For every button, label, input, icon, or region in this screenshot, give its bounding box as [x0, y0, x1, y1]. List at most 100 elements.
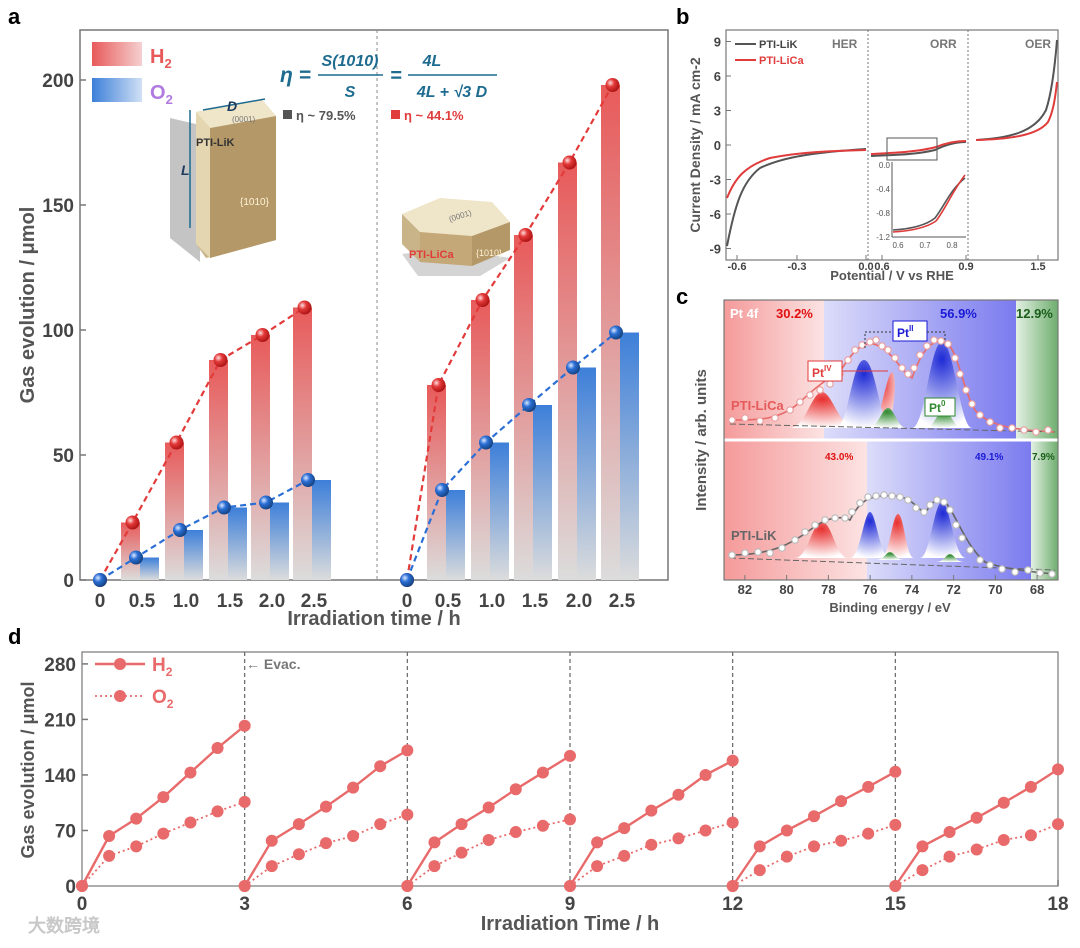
b-xtick-label: 0.0	[858, 261, 873, 273]
lica-peak-pt0-2	[925, 410, 962, 428]
region-orr: ORR	[930, 37, 957, 51]
bar-o2	[228, 507, 247, 580]
point-h2	[431, 378, 446, 392]
line-o2	[405, 331, 617, 581]
lica-data-point	[796, 398, 804, 406]
a-xtick-label: 2.5	[301, 591, 328, 612]
eta-lik-marker	[283, 110, 292, 119]
svg-text:S: S	[345, 84, 356, 101]
point-o2	[479, 435, 493, 450]
point-o2	[301, 473, 315, 487]
point-o2	[130, 840, 143, 853]
lica-peak-ptii-1	[836, 360, 892, 428]
point-o2	[259, 495, 273, 510]
region-oer: OER	[1025, 37, 1051, 51]
sample-pti-lica: PTI-LiCa	[731, 398, 784, 413]
lica-data-point	[904, 370, 912, 378]
point-o2	[157, 827, 170, 840]
eta-lik: η ~ 79.5%	[296, 108, 356, 123]
a-xtick-label: 2.0	[259, 591, 285, 612]
curve-lik-her	[726, 148, 867, 247]
point-o2	[103, 849, 116, 862]
efficiency-formula: η = S(1010) S = 4L 4L + √3 D	[280, 53, 497, 101]
d-ytick-label: 70	[55, 821, 76, 842]
d-ytick-label: 210	[44, 710, 76, 731]
bar-h2	[121, 522, 140, 580]
lik-data-point	[976, 556, 984, 564]
lik-data-point	[801, 528, 809, 536]
legend-pti-lica: PTI-LiCa	[759, 55, 804, 67]
point-h2	[943, 826, 956, 839]
point-h2	[265, 834, 278, 847]
d-ytick-label: 140	[44, 766, 76, 787]
point-h2	[780, 824, 793, 837]
point-o2	[699, 824, 712, 837]
b-ytick-label: -3	[709, 173, 721, 188]
point-o2	[320, 837, 332, 850]
svg-text:0.0: 0.0	[879, 161, 891, 170]
svg-text:{1010}: {1010}	[476, 248, 502, 258]
point-o2	[808, 840, 820, 853]
point-o2	[943, 850, 956, 863]
lica-data-point	[910, 364, 918, 372]
point-o2	[401, 880, 414, 892]
point-o2	[217, 500, 231, 515]
line-h2	[99, 306, 306, 581]
b-ytick-label: 9	[714, 35, 721, 50]
svg-text:{1010}: {1010}	[240, 197, 270, 208]
bar-o2	[270, 502, 289, 580]
panel-c-frame	[723, 299, 1059, 581]
panel-label-a: a	[8, 4, 21, 29]
lica-data-point	[937, 337, 945, 345]
point-h2	[103, 830, 116, 843]
point-h2	[808, 810, 820, 823]
point-o2	[522, 398, 536, 412]
lik-data-point	[741, 549, 749, 557]
panel-d-axes: 0 70 140 210 280 0 3 6 9 12 15 18	[44, 655, 1068, 915]
lik-data-point	[888, 492, 896, 500]
lik-data-point	[1024, 566, 1032, 574]
b-xtick-label: 0.9	[958, 261, 973, 273]
point-o2	[93, 573, 107, 587]
panel-d-xlabel: Irradiation Time / h	[481, 913, 660, 935]
eta-lica-marker	[391, 110, 400, 119]
lik-peak-ptiv-2	[880, 514, 914, 558]
d-xtick-label: 9	[565, 894, 576, 915]
point-h2	[916, 840, 929, 853]
lica-data-point	[806, 391, 814, 399]
lik-data-point	[958, 534, 966, 542]
point-o2	[889, 818, 902, 831]
lica-data-point	[844, 356, 852, 364]
legend-o2-swatch	[92, 78, 142, 102]
lik-data-point	[946, 506, 954, 514]
lica-data-point	[786, 406, 794, 414]
panel-a: a 0 50 100 150 200 0 0.5 1.0 1.5 2.0 2.5 0 0.5 1.0 1.5…	[8, 4, 669, 630]
lik-pct-ptii: 49.1%	[975, 452, 1003, 463]
point-o2	[916, 864, 929, 877]
a-xtick-label: 1.0	[173, 591, 199, 612]
d-xtick-label: 0	[77, 894, 88, 915]
point-h2	[862, 780, 875, 793]
point-o2	[609, 325, 623, 340]
panel-c-ylabel: Intensity / arb. units	[693, 369, 710, 511]
point-h2	[297, 300, 312, 315]
point-o2	[780, 850, 793, 863]
point-o2	[347, 830, 360, 843]
svg-text:PTI-LiK: PTI-LiK	[196, 137, 235, 149]
bar-o2	[620, 332, 639, 580]
panel-a-xlabel: Irradiation time / h	[287, 608, 460, 630]
svg-text:4L: 4L	[422, 53, 442, 70]
lica-data-point	[891, 354, 899, 362]
point-h2	[125, 515, 140, 530]
svg-text:η =: η =	[280, 64, 311, 87]
curve-lica-orr	[870, 140, 967, 155]
d-xtick-label: 18	[1047, 894, 1068, 915]
lica-data-point	[986, 418, 994, 426]
lik-data-point	[933, 496, 941, 504]
c-xtick-label: 74	[905, 582, 920, 597]
lica-data-point	[976, 411, 984, 419]
point-h2	[618, 822, 631, 835]
lica-data-point	[756, 417, 764, 425]
